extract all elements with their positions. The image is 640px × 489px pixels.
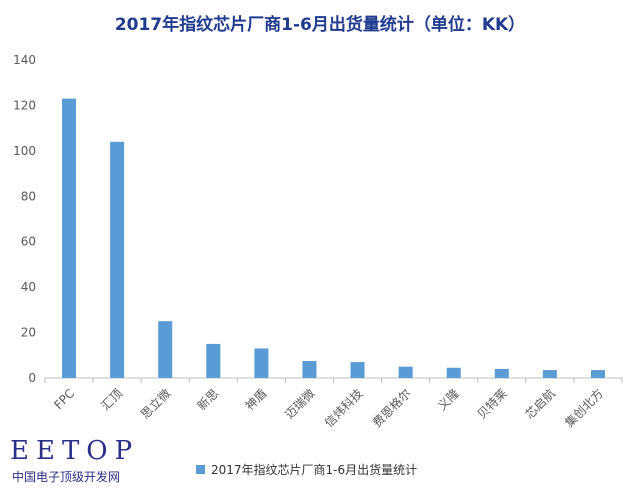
bar xyxy=(350,362,365,378)
y-tick-label: 140 xyxy=(13,53,36,67)
eetop-subtitle: 中国电子顶级开发网 xyxy=(12,470,121,484)
x-tick-label: 芯启航 xyxy=(522,386,558,422)
x-tick-label: 神盾 xyxy=(243,386,270,413)
bar-series xyxy=(62,98,605,378)
bar xyxy=(110,141,125,378)
x-tick-label: 信炜科技 xyxy=(322,386,366,430)
y-tick-label: 60 xyxy=(21,235,36,249)
x-tick-label: 费恩格尔 xyxy=(369,386,414,431)
x-tick-label: 贝特莱 xyxy=(474,386,510,422)
bar xyxy=(398,366,413,378)
legend-swatch xyxy=(196,465,205,474)
x-tick-label: 义隆 xyxy=(434,386,462,414)
bar xyxy=(590,370,605,378)
bar xyxy=(494,368,509,378)
x-tick-label: 集创北方 xyxy=(562,386,607,431)
x-tick-label: 思立微 xyxy=(137,386,173,422)
y-tick-label: 100 xyxy=(13,144,36,158)
x-tick-labels: FPC 汇顶 思立微 新思 神盾 迈瑞微 信炜科技 费恩格尔 义隆 贝特莱 芯启航 集创北方 xyxy=(51,386,606,431)
x-tick-label: FPC xyxy=(51,386,77,412)
bar xyxy=(158,321,173,378)
bar xyxy=(254,348,269,378)
x-tick-label: 迈瑞微 xyxy=(282,386,317,421)
chart-title: 2017年指纹芯片厂商1-6月出货量统计（单位：KK） xyxy=(114,15,526,35)
y-tick-label: 120 xyxy=(13,98,36,112)
y-tick-label: 80 xyxy=(21,189,36,203)
bar xyxy=(542,370,557,378)
x-tick-label: 汇顶 xyxy=(98,386,125,413)
legend-label: 2017年指纹芯片厂商1-6月出货量统计 xyxy=(211,463,418,477)
bar xyxy=(62,98,77,378)
eetop-logo: EETOP xyxy=(10,436,140,466)
y-tick-label: 0 xyxy=(28,371,36,385)
bar xyxy=(302,360,317,378)
y-tick-label: 20 xyxy=(21,326,36,340)
x-tick-label: 新思 xyxy=(194,386,222,414)
bar xyxy=(206,343,221,378)
y-tick-label: 40 xyxy=(21,280,36,294)
bar xyxy=(446,367,461,378)
x-axis xyxy=(44,377,623,383)
y-axis: 0 20 40 60 80 100 120 140 xyxy=(13,53,36,385)
legend: 2017年指纹芯片厂商1-6月出货量统计 xyxy=(196,461,417,478)
